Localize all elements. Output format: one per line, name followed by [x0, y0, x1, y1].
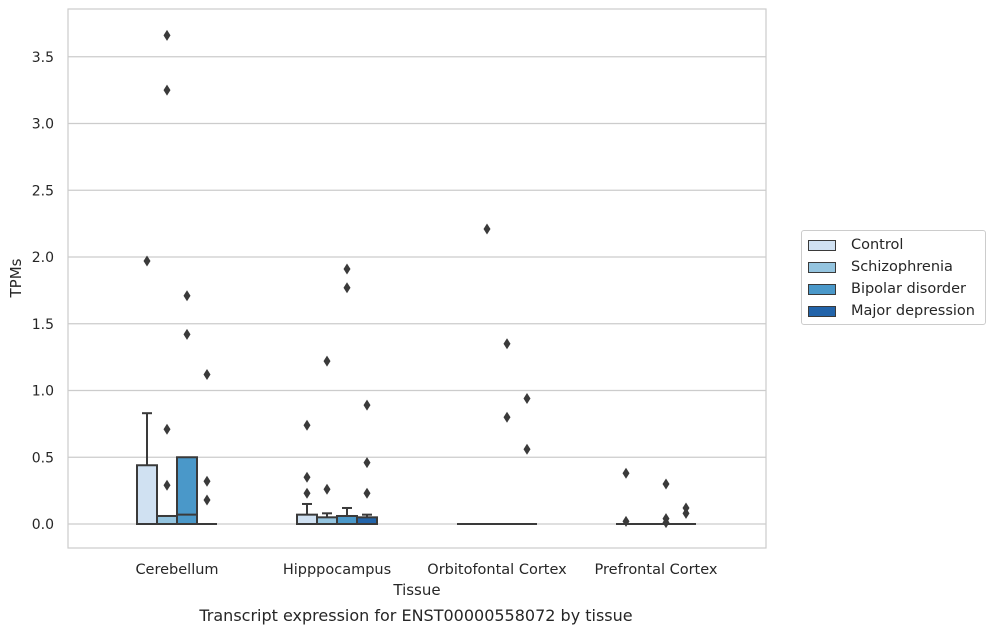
outlier-point: [363, 399, 371, 411]
box-group: [136, 412, 158, 526]
outlier-point: [323, 483, 331, 495]
outlier-point: [203, 494, 211, 506]
y-tick-label: 2.5: [32, 183, 54, 199]
box: [176, 456, 198, 525]
legend-swatch-control: [808, 239, 836, 251]
plot-frame: [67, 8, 767, 549]
outlier-point: [523, 393, 531, 405]
outlier-point: [343, 282, 351, 294]
legend-item-bipolar-disorder: Bipolar disorder: [808, 280, 966, 298]
outlier-point: [143, 255, 151, 267]
box-group: [296, 502, 318, 526]
legend-swatch-major-depression: [808, 305, 836, 317]
outlier-point: [183, 290, 191, 302]
outlier-point: [163, 423, 171, 435]
outlier-point: [183, 328, 191, 340]
legend-label-major-depression: Major depression: [851, 303, 975, 319]
x-tick-labels: Cerebellum Hipppocampus Orbitofontal Corte…: [135, 562, 717, 578]
outlier-point: [503, 338, 511, 350]
y-axis-label: TPMs: [7, 258, 25, 298]
box: [136, 464, 158, 526]
y-tick-label: 1.5: [32, 317, 54, 333]
box: [336, 514, 358, 525]
box: [296, 513, 318, 526]
outlier-point: [203, 368, 211, 380]
outlier-point: [163, 479, 171, 491]
legend-item-control: Control: [808, 236, 903, 254]
legend-item-schizophrenia: Schizophrenia: [808, 258, 953, 276]
x-tick-label: Cerebellum: [135, 562, 218, 578]
y-tick-label: 1.0: [32, 384, 54, 400]
box: [316, 516, 338, 526]
outlier-point: [523, 443, 531, 455]
outlier-point: [323, 355, 331, 367]
legend-label-control: Control: [851, 237, 904, 253]
legend-swatch-bipolar-disorder: [808, 283, 836, 295]
box-group: [336, 506, 358, 525]
chart-caption: Transcript expression for ENST0000055807…: [199, 606, 633, 625]
legend-swatch-schizophrenia: [808, 261, 836, 273]
outlier-point: [363, 457, 371, 469]
outlier-point: [483, 223, 491, 235]
x-axis-label: Tissue: [392, 581, 440, 599]
outlier-point: [203, 475, 211, 487]
outlier-point: [303, 419, 311, 431]
x-tick-label: Orbitofontal Cortex: [427, 562, 567, 578]
box: [156, 514, 178, 525]
box-group: [176, 456, 198, 525]
legend: Control Schizophrenia Bipolar disorder M…: [801, 230, 986, 325]
y-tick-labels: 0.0 0.5 1.0 1.5 2.0 2.5 3.0 3.5: [32, 50, 54, 533]
legend-item-major-depression: Major depression: [808, 302, 975, 320]
gridlines: [68, 56, 766, 525]
outlier-point: [622, 467, 630, 479]
outlier-point: [163, 84, 171, 96]
outlier-point: [303, 487, 311, 499]
outlier-point: [682, 502, 690, 514]
outlier-point: [343, 263, 351, 275]
y-tick-label: 3.5: [32, 50, 54, 66]
box: [356, 516, 378, 526]
box-group: [156, 514, 178, 525]
y-tick-label: 0.0: [32, 517, 54, 533]
legend-label-bipolar-disorder: Bipolar disorder: [851, 281, 966, 297]
y-tick-label: 3.0: [32, 117, 54, 133]
outlier-point: [363, 487, 371, 499]
box-group: [316, 512, 338, 526]
outlier-point: [303, 471, 311, 483]
outlier-point: [503, 411, 511, 423]
y-tick-label: 0.5: [32, 450, 54, 466]
outlier-point: [662, 513, 670, 525]
x-tick-label: Hipppocampus: [283, 562, 391, 578]
box-group: [356, 513, 378, 526]
boxes: [136, 412, 696, 526]
legend-label-schizophrenia: Schizophrenia: [851, 259, 953, 275]
outliers: [143, 29, 690, 529]
outlier-point: [662, 478, 670, 490]
outlier-point: [163, 29, 171, 41]
y-tick-label: 2.0: [32, 250, 54, 266]
outlier-point: [622, 515, 630, 527]
x-tick-label: Prefrontal Cortex: [595, 562, 718, 578]
